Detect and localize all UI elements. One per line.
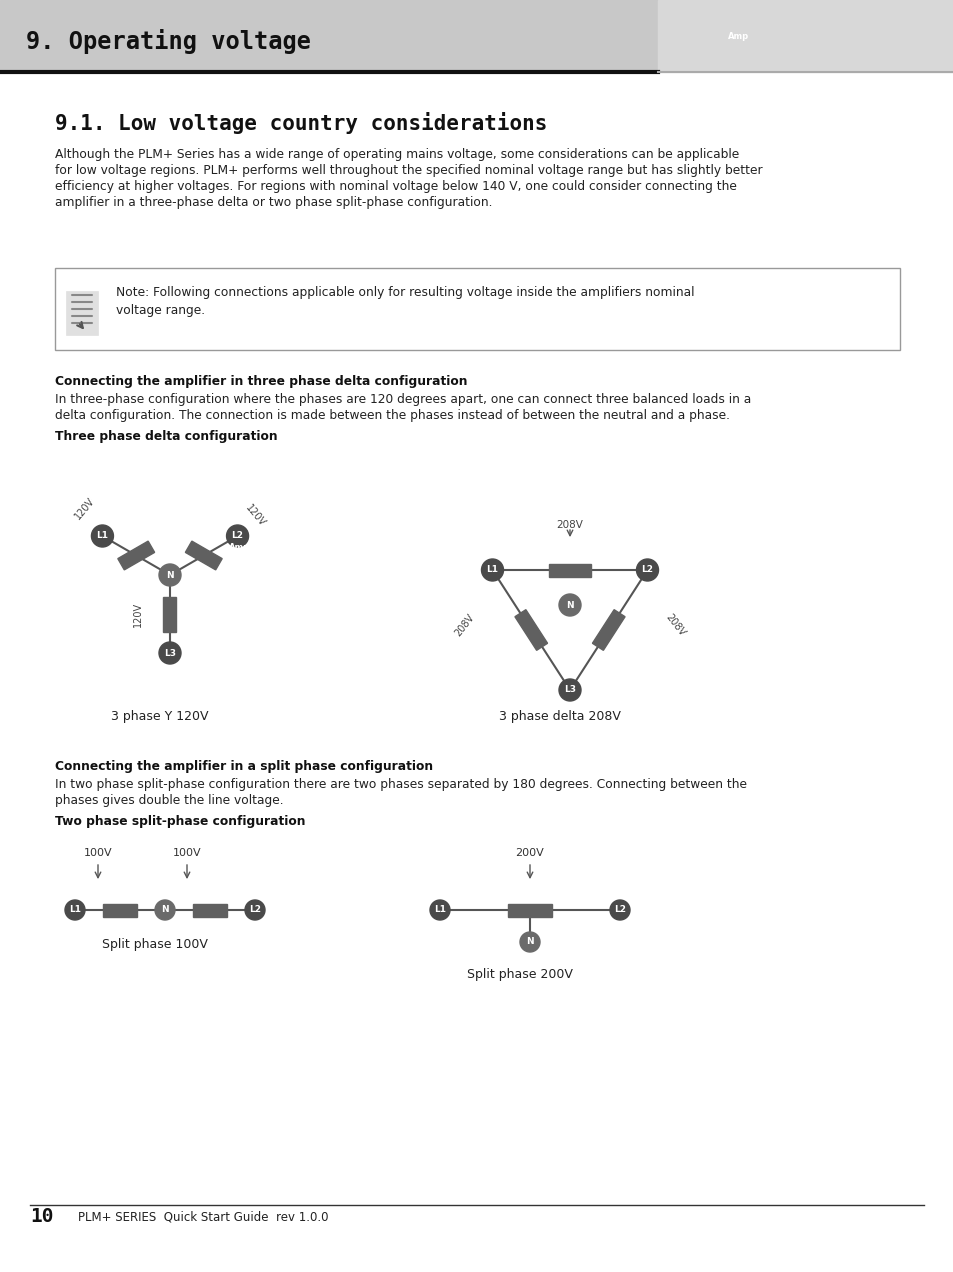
Text: Amp: Amp bbox=[230, 543, 251, 552]
Circle shape bbox=[636, 558, 658, 581]
Text: Connecting the amplifier in a split phase configuration: Connecting the amplifier in a split phas… bbox=[55, 759, 433, 773]
Circle shape bbox=[65, 901, 85, 920]
Text: 120V: 120V bbox=[132, 602, 143, 627]
Bar bbox=[548, 563, 590, 576]
Text: N: N bbox=[161, 906, 169, 915]
Text: 9. Operating voltage: 9. Operating voltage bbox=[26, 29, 311, 55]
Circle shape bbox=[558, 679, 580, 701]
Text: efficiency at higher voltages. For regions with nominal voltage below 140 V, one: efficiency at higher voltages. For regio… bbox=[55, 181, 736, 193]
Text: 200V: 200V bbox=[515, 848, 544, 859]
Bar bbox=[515, 609, 547, 650]
Circle shape bbox=[609, 901, 629, 920]
Bar bbox=[118, 541, 154, 570]
Text: 100V: 100V bbox=[84, 848, 112, 859]
Text: phases gives double the line voltage.: phases gives double the line voltage. bbox=[55, 794, 283, 806]
Bar bbox=[193, 903, 227, 917]
Text: Three phase delta configuration: Three phase delta configuration bbox=[55, 430, 277, 443]
Text: N: N bbox=[565, 600, 573, 609]
Text: 3 phase Y 120V: 3 phase Y 120V bbox=[112, 710, 209, 722]
Text: 208V: 208V bbox=[556, 520, 583, 530]
Circle shape bbox=[430, 901, 450, 920]
Bar bbox=[185, 541, 222, 570]
Text: 100V: 100V bbox=[172, 848, 201, 859]
Text: L2: L2 bbox=[640, 566, 653, 575]
Text: 10: 10 bbox=[30, 1207, 53, 1226]
Text: 120V: 120V bbox=[243, 504, 267, 529]
Circle shape bbox=[558, 594, 580, 616]
Text: 9.1. Low voltage country considerations: 9.1. Low voltage country considerations bbox=[55, 112, 547, 134]
Text: Although the PLM+ Series has a wide range of operating mains voltage, some consi: Although the PLM+ Series has a wide rang… bbox=[55, 148, 739, 162]
Circle shape bbox=[91, 525, 113, 547]
Circle shape bbox=[226, 525, 249, 547]
Text: Amp: Amp bbox=[727, 32, 748, 42]
Text: for low voltage regions. PLM+ performs well throughout the specified nominal vol: for low voltage regions. PLM+ performs w… bbox=[55, 164, 761, 177]
Text: L3: L3 bbox=[164, 649, 175, 658]
Bar bbox=[103, 903, 137, 917]
Bar bbox=[658, 0, 953, 73]
Text: amplifier in a three-phase delta or two phase split-phase configuration.: amplifier in a three-phase delta or two … bbox=[55, 196, 492, 209]
Text: L1: L1 bbox=[69, 906, 81, 915]
Text: voltage range.: voltage range. bbox=[116, 304, 205, 317]
Text: In three-phase configuration where the phases are 120 degrees apart, one can con: In three-phase configuration where the p… bbox=[55, 393, 750, 406]
Bar bbox=[507, 903, 552, 917]
Text: Split phase 200V: Split phase 200V bbox=[467, 968, 573, 981]
Text: Split phase 100V: Split phase 100V bbox=[102, 937, 208, 951]
Circle shape bbox=[481, 558, 503, 581]
Circle shape bbox=[159, 642, 181, 664]
Text: L1: L1 bbox=[96, 532, 109, 541]
Circle shape bbox=[245, 901, 265, 920]
Text: N: N bbox=[166, 571, 173, 580]
Text: Note: Following connections applicable only for resulting voltage inside the amp: Note: Following connections applicable o… bbox=[116, 286, 694, 299]
Text: N: N bbox=[526, 937, 534, 946]
Text: PLM+ SERIES  Quick Start Guide  rev 1.0.0: PLM+ SERIES Quick Start Guide rev 1.0.0 bbox=[78, 1211, 328, 1224]
Circle shape bbox=[154, 901, 174, 920]
Bar bbox=[0, 0, 658, 73]
Text: 208V: 208V bbox=[453, 612, 476, 639]
Bar bbox=[592, 609, 624, 650]
Circle shape bbox=[159, 563, 181, 586]
Text: delta configuration. The connection is made between the phases instead of betwee: delta configuration. The connection is m… bbox=[55, 410, 729, 422]
Text: L2: L2 bbox=[614, 906, 625, 915]
Text: 3 phase delta 208V: 3 phase delta 208V bbox=[498, 710, 620, 722]
Text: 120V: 120V bbox=[72, 495, 96, 520]
FancyBboxPatch shape bbox=[55, 268, 899, 350]
Text: Connecting the amplifier in three phase delta configuration: Connecting the amplifier in three phase … bbox=[55, 375, 467, 388]
Circle shape bbox=[519, 932, 539, 951]
Bar bbox=[66, 291, 98, 335]
Text: 208V: 208V bbox=[663, 612, 686, 639]
Text: L3: L3 bbox=[563, 686, 576, 695]
Text: L2: L2 bbox=[232, 532, 243, 541]
Text: L1: L1 bbox=[434, 906, 446, 915]
Bar bbox=[163, 597, 176, 631]
Text: Two phase split-phase configuration: Two phase split-phase configuration bbox=[55, 815, 305, 828]
Text: In two phase split-phase configuration there are two phases separated by 180 deg: In two phase split-phase configuration t… bbox=[55, 778, 746, 791]
Text: L1: L1 bbox=[486, 566, 498, 575]
Text: Amp: Amp bbox=[409, 543, 430, 552]
Text: L2: L2 bbox=[249, 906, 261, 915]
